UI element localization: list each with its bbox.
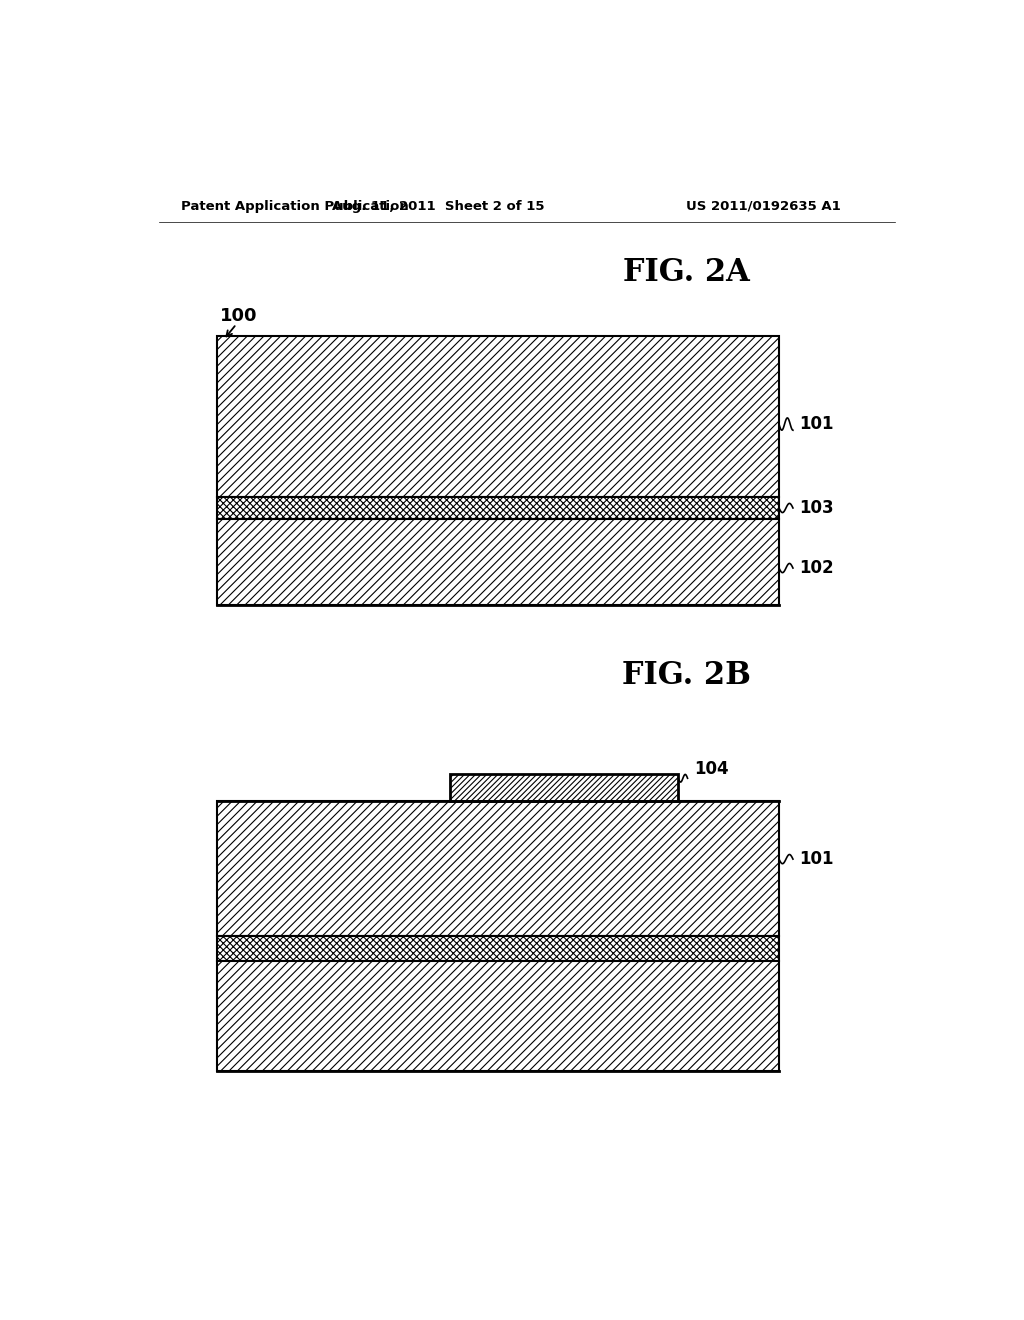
Text: US 2011/0192635 A1: US 2011/0192635 A1 — [686, 199, 841, 213]
Text: FIG. 2B: FIG. 2B — [622, 660, 751, 692]
Bar — [217, 936, 779, 961]
Bar — [217, 519, 779, 605]
Text: 100: 100 — [219, 308, 257, 325]
Text: 103: 103 — [799, 499, 834, 517]
Bar — [217, 498, 779, 519]
Text: 101: 101 — [799, 850, 834, 869]
Text: 102: 102 — [799, 560, 834, 577]
Bar — [217, 335, 779, 498]
Text: Aug. 11, 2011  Sheet 2 of 15: Aug. 11, 2011 Sheet 2 of 15 — [332, 199, 544, 213]
Text: 104: 104 — [693, 760, 728, 777]
Bar — [450, 775, 678, 801]
Bar — [217, 801, 779, 936]
Text: FIG. 2A: FIG. 2A — [623, 257, 750, 288]
Text: 101: 101 — [799, 414, 834, 433]
Text: Patent Application Publication: Patent Application Publication — [180, 199, 409, 213]
Bar — [217, 961, 779, 1071]
